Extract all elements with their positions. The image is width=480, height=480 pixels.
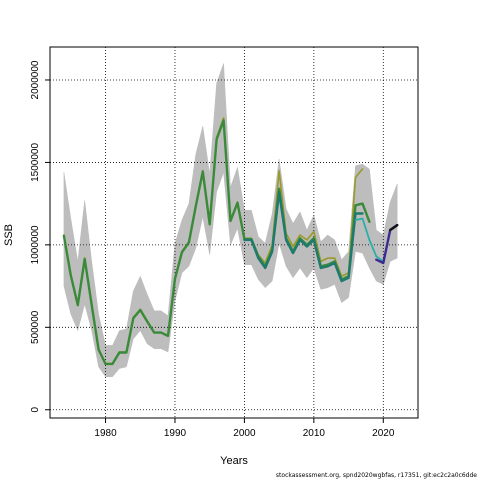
series-layer [62, 117, 399, 366]
axis-layer: 1980 1990 2000 2010 2020 0 500000 1000000 150000… [30, 46, 419, 439]
x-tick-label: 1980 [94, 428, 117, 439]
y-tick-label: 1500000 [30, 143, 41, 182]
plot-frame [49, 46, 419, 419]
series-line-4 [354, 217, 385, 263]
x-tick-label: 2010 [303, 428, 326, 439]
y-axis-label: SSB [3, 224, 15, 246]
x-tick-label: 1990 [164, 428, 187, 439]
grid-layer [50, 47, 418, 418]
y-tick-label: 0 [30, 407, 41, 413]
y-tick-label: 500000 [30, 310, 41, 344]
x-tick-label: 2020 [372, 428, 395, 439]
series-line-6 [389, 223, 399, 232]
y-tick-label: 1000000 [30, 225, 41, 264]
series-line-3 [243, 190, 364, 283]
x-axis-label: Years [220, 455, 248, 467]
footer-credit: stockassessment.org, spnd2020wgbfas, r17… [275, 472, 477, 479]
x-tick-label: 2000 [233, 428, 256, 439]
y-tick-label: 2000000 [30, 60, 41, 99]
